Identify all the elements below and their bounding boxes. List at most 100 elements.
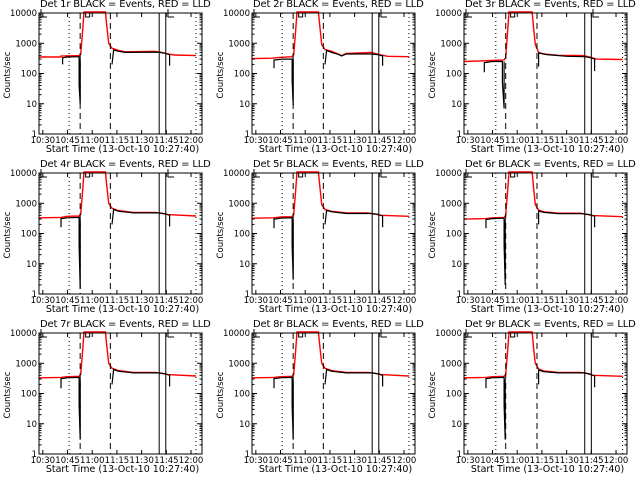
y-tick-label: 1 [32, 450, 37, 460]
flag-marker [85, 332, 91, 338]
flag-marker [380, 169, 387, 178]
x-tick-label: 11:45 [154, 296, 179, 306]
axes-frame [38, 172, 203, 295]
y-tick-label: 10 [239, 420, 250, 430]
x-tick-label: 10:30 [244, 456, 268, 466]
y-tick-label: 10 [26, 100, 37, 110]
y-tick-label: 100 [21, 230, 37, 240]
x-tick-label: 11:45 [367, 456, 392, 466]
axes-frame [463, 172, 628, 295]
flag-marker [253, 169, 260, 178]
x-tick-label: 11:30 [342, 456, 367, 466]
x-tick-label: 10:30 [31, 456, 56, 466]
flag-marker [85, 172, 91, 178]
axes-frame [38, 12, 203, 135]
panel-title: Det 3r BLACK = Events, RED = LLD [465, 0, 636, 10]
detector-panel: 10:30 10:45 11:00 11:15 11:30 11:45 12:00 1 10 10… [213, 319, 426, 480]
flag-marker [40, 169, 47, 178]
x-tick-label: 11:00 [505, 296, 530, 306]
x-tick-label: 10:30 [456, 136, 481, 146]
y-tick-label: 10 [26, 420, 37, 430]
events-series-line [60, 208, 171, 289]
y-axis-label: Counts/sec [428, 211, 438, 259]
y-axis-label: Counts/sec [3, 211, 13, 259]
x-tick-label: 10:45 [55, 296, 80, 306]
x-axis-label: Start Time (13-Oct-10 10:27:40) [258, 144, 413, 155]
plot: 10:30 10:45 11:00 11:15 11:30 11:45 12:00 1 10 10… [223, 329, 416, 466]
x-tick-label: 11:00 [80, 456, 105, 466]
y-tick-label: 1000 [440, 359, 462, 369]
x-tick-label: 11:45 [579, 296, 604, 306]
y-tick-label: 1000 [15, 199, 37, 209]
plot: 10:30 10:45 11:00 11:15 11:30 11:45 12:00 1 10 10… [435, 169, 629, 306]
events-series-line [485, 369, 596, 440]
x-tick-label: 11:30 [129, 456, 154, 466]
y-tick-label: 100 [234, 390, 250, 400]
y-tick-label: 10000 [223, 9, 250, 19]
y-axis-label: Counts/sec [428, 371, 438, 419]
x-tick-label: 11:30 [129, 296, 154, 306]
x-axis-label: Start Time (13-Oct-10 10:27:40) [258, 464, 413, 475]
plot: 10:30 10:45 11:00 11:15 11:30 11:45 12:00 1 10 10… [435, 9, 628, 146]
x-tick-label: 10:45 [55, 136, 80, 146]
y-tick-label: 100 [446, 230, 462, 240]
y-axis-label: Counts/sec [216, 211, 226, 259]
x-tick-label: 11:15 [318, 456, 343, 466]
flag-marker [40, 329, 47, 338]
x-tick-label: 10:30 [456, 456, 481, 466]
y-tick-label: 10 [451, 260, 462, 270]
y-tick-label: 10000 [10, 9, 37, 19]
x-axis-label: Start Time (13-Oct-10 10:27:40) [45, 464, 200, 475]
x-tick-label: 11:15 [318, 136, 343, 146]
panel-title: Det 9r BLACK = Events, RED = LLD [465, 319, 636, 330]
x-axis-label: Start Time (13-Oct-10 10:27:40) [470, 464, 625, 475]
x-tick-label: 11:30 [554, 456, 579, 466]
panel-title: Det 6r BLACK = Events, RED = LLD [465, 159, 636, 170]
y-tick-label: 1 [245, 290, 250, 300]
y-tick-label: 1 [457, 450, 462, 460]
axes-frame [38, 332, 203, 455]
flag-marker [380, 329, 387, 338]
x-tick-label: 11:30 [342, 296, 367, 306]
axes-frame [251, 332, 416, 455]
events-series-line [60, 368, 171, 440]
x-tick-label: 10:45 [480, 456, 505, 466]
x-tick-label: 10:45 [480, 136, 505, 146]
y-tick-label: 10 [451, 100, 462, 110]
x-tick-label: 11:45 [154, 456, 179, 466]
y-tick-label: 10 [26, 260, 37, 270]
flag-marker [298, 172, 304, 178]
y-tick-label: 100 [446, 390, 462, 400]
x-tick-label: 12:00 [604, 296, 629, 306]
x-tick-label: 10:45 [268, 136, 293, 146]
detector-panel: 10:30 10:45 11:00 11:15 11:30 11:45 12:00 1 10 10… [425, 159, 638, 320]
panel-title: Det 1r BLACK = Events, RED = LLD [40, 0, 211, 10]
y-axis-label: Counts/sec [428, 51, 438, 99]
y-tick-label: 1000 [15, 359, 37, 369]
flag-marker [253, 9, 260, 18]
panel-title: Det 2r BLACK = Events, RED = LLD [253, 0, 424, 10]
x-tick-label: 12:00 [604, 456, 629, 466]
lld-series-line [39, 11, 197, 58]
x-tick-label: 11:45 [367, 136, 392, 146]
x-tick-label: 11:15 [318, 296, 343, 306]
x-tick-label: 10:45 [268, 456, 293, 466]
detector-panel: 10:30 10:45 11:00 11:15 11:30 11:45 12:00 1 10 10… [425, 319, 638, 480]
x-axis-label: Start Time (13-Oct-10 10:27:40) [45, 304, 200, 315]
x-tick-label: 12:00 [179, 456, 204, 466]
plot: 10:30 10:45 11:00 11:15 11:30 11:45 12:00 1 10 10… [10, 169, 203, 306]
plot: 10:30 10:45 11:00 11:15 11:30 11:45 12:00 1 10 10… [10, 9, 203, 146]
x-tick-label: 11:30 [554, 136, 579, 146]
y-tick-label: 100 [234, 70, 250, 80]
axes-frame [463, 332, 628, 455]
y-tick-label: 10000 [435, 329, 462, 339]
x-tick-label: 11:45 [367, 296, 392, 306]
y-tick-label: 10 [239, 260, 250, 270]
panel-title: Det 4r BLACK = Events, RED = LLD [40, 159, 211, 170]
plot: 10:30 10:45 11:00 11:15 11:30 11:45 12:00 1 10 10… [10, 329, 204, 466]
y-tick-label: 10 [239, 100, 250, 110]
y-tick-label: 1000 [228, 199, 250, 209]
detector-panel: 10:30 10:45 11:00 11:15 11:30 11:45 12:00 1 10 10… [0, 159, 213, 320]
panel-title: Det 8r BLACK = Events, RED = LLD [253, 319, 424, 330]
y-axis-label: Counts/sec [216, 51, 226, 99]
